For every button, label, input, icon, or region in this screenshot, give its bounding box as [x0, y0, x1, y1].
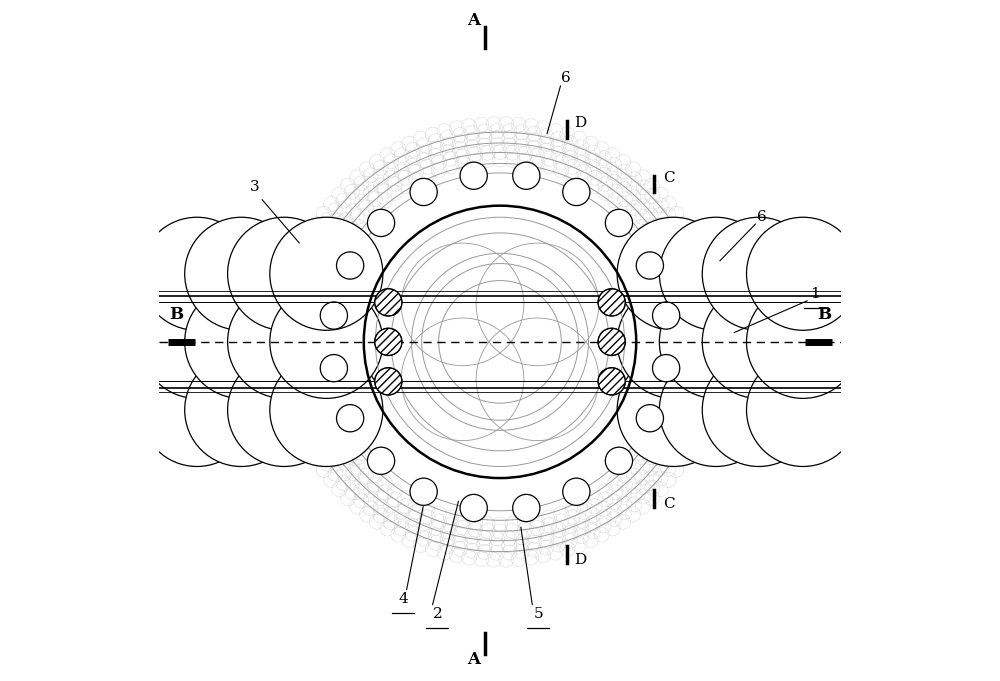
Circle shape — [702, 285, 815, 398]
Circle shape — [747, 353, 860, 466]
Text: D: D — [574, 553, 586, 567]
Circle shape — [375, 368, 402, 395]
Circle shape — [653, 355, 680, 382]
Circle shape — [659, 285, 772, 398]
Text: B: B — [169, 306, 183, 323]
Circle shape — [410, 178, 437, 206]
Circle shape — [636, 252, 663, 279]
Circle shape — [513, 494, 540, 522]
Circle shape — [228, 285, 341, 398]
Circle shape — [270, 353, 383, 466]
Circle shape — [460, 162, 487, 189]
Text: 4: 4 — [398, 592, 408, 606]
Circle shape — [617, 217, 730, 330]
Circle shape — [375, 328, 402, 355]
Circle shape — [140, 353, 253, 466]
Circle shape — [375, 289, 402, 316]
Circle shape — [185, 217, 298, 330]
Circle shape — [563, 178, 590, 206]
Text: 5: 5 — [533, 607, 543, 621]
Text: 6: 6 — [757, 210, 766, 223]
Circle shape — [617, 285, 730, 398]
Circle shape — [636, 405, 663, 432]
Circle shape — [513, 162, 540, 189]
Circle shape — [460, 494, 487, 522]
Circle shape — [320, 355, 347, 382]
Text: D: D — [574, 116, 586, 129]
Circle shape — [185, 285, 298, 398]
Circle shape — [605, 447, 633, 475]
Text: A: A — [468, 651, 481, 667]
Circle shape — [747, 217, 860, 330]
Text: 2: 2 — [432, 607, 442, 621]
Circle shape — [747, 285, 860, 398]
Circle shape — [702, 353, 815, 466]
Circle shape — [598, 289, 625, 316]
Circle shape — [337, 405, 364, 432]
Circle shape — [659, 217, 772, 330]
Circle shape — [605, 209, 633, 236]
Circle shape — [598, 328, 625, 355]
Circle shape — [653, 302, 680, 329]
Circle shape — [320, 302, 347, 329]
Circle shape — [410, 478, 437, 505]
Circle shape — [617, 353, 730, 466]
Text: A: A — [468, 12, 481, 29]
Text: B: B — [817, 306, 831, 323]
Circle shape — [598, 368, 625, 395]
Circle shape — [270, 217, 383, 330]
Circle shape — [659, 353, 772, 466]
Circle shape — [228, 217, 341, 330]
Text: 1: 1 — [810, 287, 819, 301]
Circle shape — [185, 353, 298, 466]
Circle shape — [140, 217, 253, 330]
Text: C: C — [663, 172, 675, 185]
Circle shape — [702, 217, 815, 330]
Circle shape — [228, 353, 341, 466]
Circle shape — [367, 447, 395, 475]
Circle shape — [140, 285, 253, 398]
Text: 3: 3 — [250, 180, 260, 193]
Circle shape — [337, 252, 364, 279]
Text: 6: 6 — [561, 71, 570, 84]
Circle shape — [563, 478, 590, 505]
Text: C: C — [663, 497, 675, 511]
Circle shape — [270, 285, 383, 398]
Circle shape — [367, 209, 395, 236]
